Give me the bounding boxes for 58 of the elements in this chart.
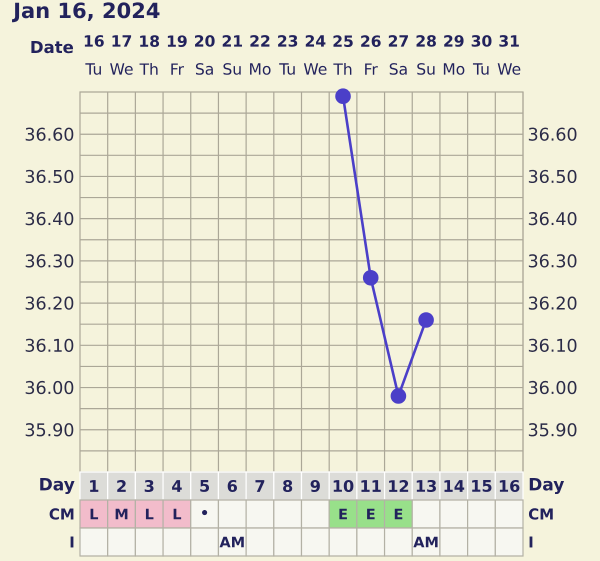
x-tick-label: 6 <box>228 480 237 492</box>
x-tick-label: 13 <box>416 480 436 492</box>
x-tick-label: 22 Mo <box>250 35 271 75</box>
x-tick-label: 30 Tu <box>472 35 492 75</box>
x-tick-label: 12 <box>389 480 408 492</box>
x-tick-label: 26 Fr <box>361 35 381 75</box>
text: M <box>116 508 128 520</box>
y-tick-label: 36.50 <box>26 170 74 184</box>
x-tick-label: 31 We <box>498 35 520 75</box>
x-tick-label: 16 Tu <box>84 35 104 75</box>
x-axis-title: Date <box>31 40 74 54</box>
x-tick-label: 15 <box>472 480 492 492</box>
x-tick-label: 17 We <box>110 35 133 75</box>
y-tick-label: 36.40 <box>26 212 74 226</box>
text: L <box>90 508 98 520</box>
point <box>362 270 379 286</box>
x-tick-label: 4 <box>172 480 182 492</box>
x-tick-label: 28 Su <box>416 35 436 75</box>
x-tick-label: 2 <box>117 480 126 492</box>
point <box>390 388 406 404</box>
x-tick-label: 5 <box>200 480 210 492</box>
x-tick-label: 19 Fr <box>168 35 187 75</box>
x-tick-label: 20 Sa <box>195 35 215 75</box>
text: • <box>202 510 208 516</box>
x-tick-label: 14 <box>444 480 464 492</box>
text: L <box>146 508 154 520</box>
x-tick-label: 8 <box>283 480 292 492</box>
x-tick-label: 9 <box>310 480 320 492</box>
x-tick-label: 3 <box>144 480 154 492</box>
text: Day <box>530 478 564 494</box>
text: L <box>174 508 182 520</box>
x-tick-label: 23 Tu <box>278 35 298 75</box>
text: E <box>339 508 347 520</box>
y-tick-label: 36.60 <box>26 128 74 141</box>
x-tick-label: 10 <box>334 480 354 492</box>
x-tick-label: 16 <box>500 480 520 492</box>
x-tick-label: 1 <box>90 480 98 492</box>
text: AM <box>413 536 438 548</box>
x-tick-label: 21 Su <box>222 35 242 75</box>
chart-title: Jan 16, 2024 <box>12 2 160 22</box>
y-tick-label: 36.20 <box>26 296 74 310</box>
y-tick-label: 36.10 <box>26 338 74 352</box>
y-tick-label: 36.00 <box>26 380 74 394</box>
point <box>418 312 434 328</box>
point <box>335 88 351 104</box>
x-tick-label: 29 Mo <box>444 35 464 75</box>
text: E <box>394 508 402 520</box>
text: AM <box>220 536 244 548</box>
x-tick-label: 25 Th <box>333 35 353 75</box>
y-tick-label: 35.90 <box>26 423 74 436</box>
x-tick-label: 11 <box>361 480 381 492</box>
x-tick-label: 7 <box>255 480 264 492</box>
text: E <box>367 508 375 520</box>
x-axis-title: Day <box>40 478 75 494</box>
x-tick-label: 24 We <box>304 35 326 75</box>
x-tick-label: 27 Sa <box>388 35 408 75</box>
x-tick-label: 18 Th <box>140 35 160 75</box>
y-tick-label: 36.30 <box>26 254 74 268</box>
